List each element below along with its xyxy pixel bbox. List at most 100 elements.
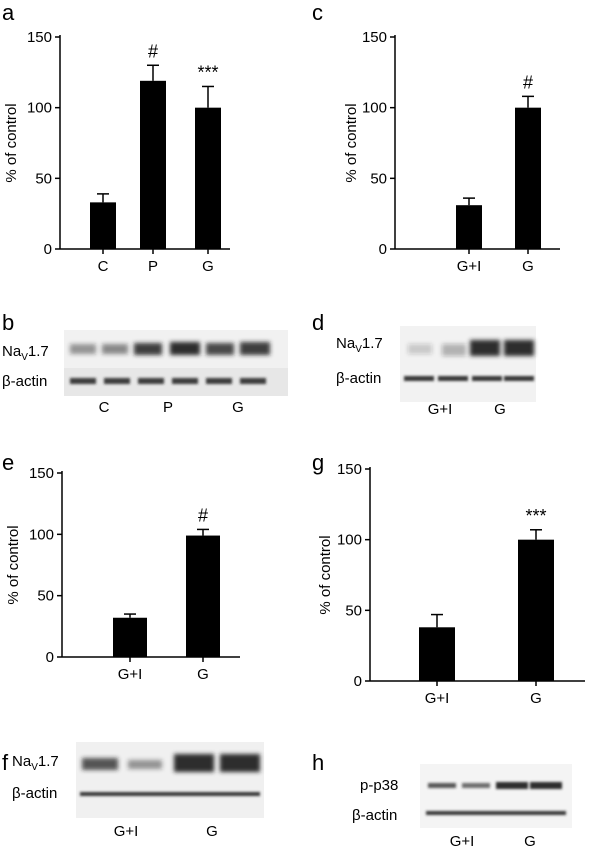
bar — [518, 539, 554, 681]
blot-row-label: β-actin — [2, 373, 47, 390]
panel-label-b: b — [2, 310, 14, 335]
blot-band — [472, 376, 502, 381]
blot-band — [220, 754, 260, 772]
y-tick-label: 100 — [362, 100, 387, 117]
blot-band — [470, 340, 500, 356]
bar — [140, 80, 166, 250]
significance-label: # — [523, 72, 533, 92]
blot-band — [504, 376, 534, 381]
x-tick-label: G+I — [425, 690, 450, 707]
panel-label-g: g — [312, 450, 324, 475]
blot-band — [240, 378, 266, 384]
western-blot-b: NaV1.7 β-actin C P G — [2, 330, 288, 416]
panel-label-c: c — [312, 0, 323, 25]
bar-chart-a: 0 50 100 150 % of control C P # G *** — [3, 29, 230, 275]
blot-row-label: p-p38 — [360, 777, 398, 794]
blot-lane-label: G+I — [428, 401, 453, 418]
y-tick-label: 150 — [27, 29, 52, 46]
blot-band — [172, 378, 198, 384]
blot-band — [240, 342, 270, 355]
bar — [90, 202, 116, 249]
y-tick-label: 50 — [35, 170, 52, 187]
blot-row-label: β-actin — [336, 370, 381, 387]
blot-row-label: NaV1.7 — [336, 335, 383, 355]
blot-row-label: NaV1.7 — [2, 343, 49, 363]
bar-chart-e: 0 50 100 150 % of control G+I G # — [5, 465, 240, 683]
blot-band — [426, 811, 566, 815]
significance-label: # — [198, 505, 208, 525]
y-tick-label: 150 — [362, 29, 387, 46]
blot-band — [438, 376, 468, 381]
y-axis-label: % of control — [343, 103, 360, 182]
blot-lane-label: P — [163, 399, 173, 416]
x-tick-label: C — [98, 258, 109, 275]
blot-band — [170, 342, 200, 355]
significance-label: *** — [525, 506, 546, 526]
panel-label-f: f — [2, 750, 9, 775]
bar — [456, 205, 482, 249]
blot-band — [404, 376, 434, 381]
panel-label-h: h — [312, 750, 324, 775]
significance-label: # — [148, 41, 158, 61]
blot-band — [428, 783, 456, 788]
y-tick-label: 100 — [27, 100, 52, 117]
y-axis-label: % of control — [317, 535, 334, 614]
x-tick-label: G — [197, 666, 209, 683]
western-blot-f: NaV1.7 β-actin G+I G — [12, 742, 264, 840]
western-blot-h: p-p38 β-actin G+I G — [352, 764, 572, 850]
bar — [186, 535, 220, 657]
y-tick-label: 0 — [354, 673, 362, 690]
blot-band — [496, 782, 528, 789]
x-tick-label: G — [530, 690, 542, 707]
blot-band — [82, 758, 118, 770]
blot-band — [174, 754, 214, 772]
blot-lane-label: G+I — [114, 823, 139, 840]
blot-band — [504, 340, 534, 356]
panel-label-a: a — [2, 0, 15, 25]
blot-membrane — [76, 742, 264, 818]
blot-band — [134, 343, 162, 355]
blot-band — [70, 378, 96, 384]
x-tick-label: G — [522, 258, 534, 275]
y-tick-label: 100 — [337, 532, 362, 549]
blot-band — [70, 344, 96, 354]
y-axis-label: % of control — [3, 103, 20, 182]
bar — [419, 627, 455, 681]
y-tick-label: 150 — [29, 465, 54, 482]
blot-band — [408, 344, 432, 354]
y-tick-label: 0 — [44, 241, 52, 258]
blot-band — [462, 783, 490, 788]
y-tick-label: 50 — [370, 170, 387, 187]
x-tick-label: P — [148, 258, 158, 275]
blot-lane-label: G+I — [450, 833, 475, 850]
significance-label: *** — [197, 62, 218, 82]
x-tick-label: G+I — [457, 258, 482, 275]
blot-lane-label: G — [232, 399, 244, 416]
blot-band — [80, 792, 260, 796]
bar-chart-g: 0 50 100 150 % of control G+I G *** — [317, 461, 585, 707]
bar — [195, 107, 221, 250]
blot-row-label: NaV1.7 — [12, 753, 59, 773]
x-tick-label: G+I — [118, 666, 143, 683]
panel-label-e: e — [2, 450, 14, 475]
bar-chart-c: 0 50 100 150 % of control G+I G # — [343, 29, 560, 275]
y-tick-label: 100 — [29, 526, 54, 543]
blot-band — [138, 378, 164, 384]
blot-lane-label: C — [99, 399, 110, 416]
blot-lane-label: G — [524, 833, 536, 850]
blot-lane-label: G — [206, 823, 218, 840]
blot-band — [206, 378, 232, 384]
western-blot-d: NaV1.7 β-actin G+I G — [336, 326, 536, 418]
bar — [515, 107, 541, 250]
y-axis-label: % of control — [5, 525, 22, 604]
blot-band — [104, 378, 130, 384]
blot-band — [128, 760, 162, 769]
blot-band — [102, 344, 128, 354]
x-tick-label: G — [202, 258, 214, 275]
y-tick-label: 0 — [46, 649, 54, 666]
blot-membrane — [400, 326, 536, 402]
bar — [113, 617, 147, 657]
panel-label-d: d — [312, 310, 324, 335]
blot-membrane — [420, 764, 572, 828]
